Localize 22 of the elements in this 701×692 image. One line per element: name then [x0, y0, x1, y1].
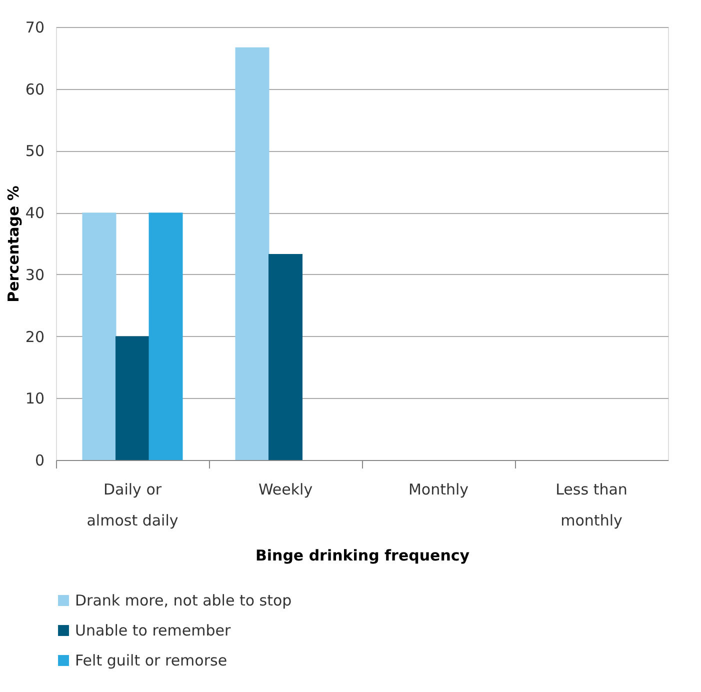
y-tick-label: 50: [25, 142, 44, 160]
bar: [148, 212, 183, 460]
y-tick-label: 40: [25, 204, 44, 222]
y-tick-label: 10: [25, 390, 44, 408]
bar: [268, 254, 302, 460]
x-tick-label: Monthly: [408, 480, 469, 498]
y-axis-title: Percentage %: [4, 186, 22, 302]
y-tick-label: 20: [25, 328, 44, 346]
bar: [116, 336, 150, 460]
x-axis-title: Binge drinking frequency: [255, 546, 470, 564]
x-tick-label: Daily or almost daily: [86, 480, 178, 530]
x-tick-label: Less than monthly: [556, 480, 628, 530]
x-tick-label: Weekly: [258, 480, 313, 498]
bar: [235, 47, 270, 460]
y-tick-label: 0: [34, 452, 44, 470]
legend-label: Felt guilt or remorse: [75, 652, 228, 670]
y-tick-label: 60: [25, 80, 44, 98]
y-tick-label: 30: [25, 266, 44, 284]
legend-label: Unable to remember: [75, 622, 232, 640]
bar: [82, 212, 116, 460]
legend-label: Drank more, not able to stop: [75, 592, 292, 610]
y-tick-label: 70: [25, 18, 44, 36]
